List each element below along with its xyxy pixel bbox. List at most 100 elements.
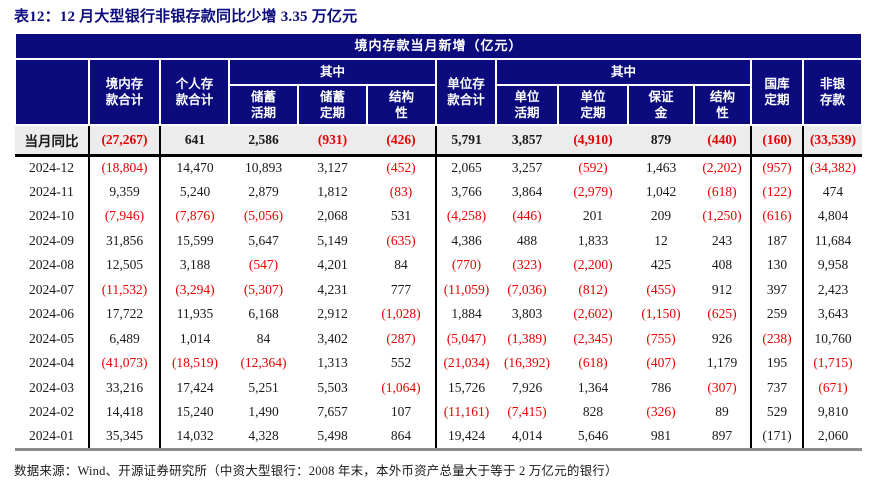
value-cell: 84 [256,330,271,346]
value-cell: 4,014 [511,428,543,443]
value-cell: (238) [751,326,804,351]
value-cell: 33,216 [89,375,161,400]
value-cell: 195 [751,351,804,376]
value-cell: 1,042 [645,183,677,199]
value-cell: 4,231 [317,281,348,297]
value-cell: 209 [650,208,672,224]
value-cell: 926 [694,326,752,351]
table-row: 2024-09 31,856 15,599 5,647 5,149 (635) 4,386 4… [15,228,862,253]
value-cell: (616) [751,204,804,229]
value-cell: (27,267) [89,125,161,155]
row-label: 2024-07 [15,277,90,302]
value-cell: 981 [650,428,672,443]
value-cell: 9,359 [89,179,161,204]
value-cell: 3,127 [317,160,348,175]
row-label: 2024-02 [15,400,90,425]
table-body: 当月同比 (27,267) 641 2,586 (931) (426) 5,791 3,857… [15,125,862,449]
value-cell: 552 [367,351,437,376]
row-label: 2024-06 [15,302,90,327]
value-cell: (671) [818,379,848,395]
value-cell: 12 [654,232,668,248]
value-cell: 7,926 [511,379,543,395]
value-cell: 4,328 [248,428,279,443]
value-cell: 2,065 [451,160,482,175]
col-header-corporate-total: 单位存 款合计 [435,58,497,126]
value-cell: (1,150) [641,306,681,322]
value-cell: 5,503 [317,379,348,395]
value-cell: 828 [582,404,604,420]
value-cell: (2,979) [573,183,613,199]
row-label: 当月同比 [15,125,90,155]
value-cell: 10,760 [814,330,852,346]
value-cell: 9,958 [817,257,849,273]
value-cell: 1,179 [694,351,752,376]
value-cell: 187 [751,228,804,253]
value-cell: (18,519) [171,355,219,371]
row-label: 2024-05 [15,326,90,351]
value-cell: (12,364) [240,355,287,371]
value-cell: (1,389) [507,330,547,346]
value-cell: 1,884 [451,306,482,322]
row-label: 2024-04 [15,351,90,376]
value-cell: 488 [516,232,538,248]
value-cell: (5,047) [446,330,487,346]
row-label: 2024-12 [15,155,90,180]
value-cell: 5,647 [248,232,279,248]
value-cell: (11,161) [443,404,490,420]
value-cell: (407) [646,355,676,371]
value-cell: (755) [646,330,676,346]
table-row: 2024-07 (11,532) (3,294) (5,307) 4,231 777 (11… [15,277,862,302]
value-cell: 3,188 [179,257,211,273]
value-cell: 5,251 [248,379,279,395]
table-row: 2024-08 12,505 3,188 (547) 4,201 84 (770) (323)… [15,253,862,278]
row-label: 2024-11 [15,179,90,204]
value-cell: 912 [694,277,752,302]
table-header: 境内存款当月新增（亿元） 境内存 款合计 个人存 款合计 其中 单位存 款合计 … [14,32,863,126]
value-cell: (287) [367,326,437,351]
value-cell: 10,893 [244,160,283,175]
table-row: 2024-06 17,722 11,935 6,168 2,912 (1,028) 1,88… [15,302,862,327]
value-cell: 17,424 [176,379,214,395]
value-cell: 19,424 [447,428,486,443]
header-row-groups: 境内存 款合计 个人存 款合计 其中 单位存 款合计 其中 国库 定期 非银 存… [14,58,863,126]
value-cell: 3,402 [317,330,348,346]
value-cell: 2,912 [317,306,348,322]
value-cell: 641 [184,131,206,147]
value-cell: 84 [367,253,437,278]
value-cell: (171) [751,424,804,449]
band-title: 境内存款当月新增（亿元） [14,32,863,60]
value-cell: 2,586 [248,131,279,147]
value-cell: 2,879 [248,183,279,199]
value-cell: (34,382) [809,160,857,175]
col-group-corporate-among: 其中 [495,58,752,86]
value-cell: (326) [646,404,676,420]
value-cell: (21,034) [443,355,490,371]
value-cell: 12,505 [89,253,161,278]
table-row: 2024-01 35,345 14,032 4,328 5,498 864 19,424 4,… [15,424,862,449]
value-cell: 1,014 [179,330,211,346]
row-label: 2024-03 [15,375,90,400]
col-group-personal-among: 其中 [228,58,437,86]
value-cell: (160) [751,125,804,155]
table-title: 表12：12 月大型银行非银存款同比少增 3.35 万亿元 [14,9,358,25]
value-cell: (307) [694,375,752,400]
row-label: 2024-08 [15,253,90,278]
value-cell: 107 [367,400,437,425]
value-cell: (4,258) [446,208,487,224]
value-cell: 425 [650,257,672,273]
value-cell: (635) [367,228,437,253]
col-header-domestic-total: 境内存 款合计 [88,58,161,126]
value-cell: 2,423 [817,281,849,297]
yoy-row: 当月同比 (27,267) 641 2,586 (931) (426) 5,791 3,857… [15,125,862,155]
value-cell: 1,364 [577,379,609,395]
value-cell: 3,864 [511,183,543,199]
value-cell: (41,073) [89,351,161,376]
col-header-personal-total: 个人存 款合计 [159,58,230,126]
value-cell: 89 [694,400,752,425]
value-cell: 879 [650,131,672,147]
value-cell: 130 [751,253,804,278]
table-row: 2024-10 (7,946) (7,876) (5,056) 2,068 531 (4,2… [15,204,862,229]
table-row: 2024-03 33,216 17,424 5,251 5,503 (1,064) 15,7… [15,375,862,400]
value-cell: 11,935 [176,306,214,322]
